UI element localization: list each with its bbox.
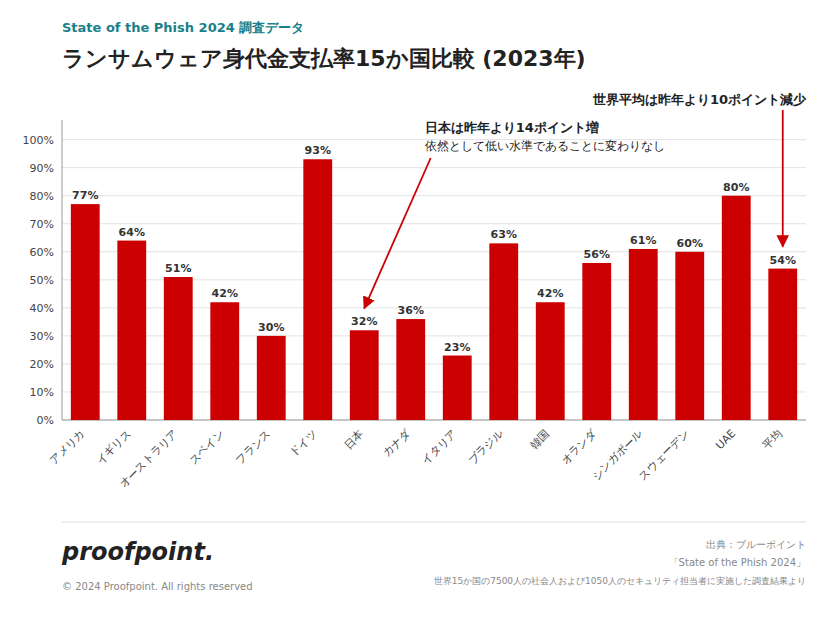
x-ticks: アメリカイギリスオーストラリアスペインフランスドイツ日本カナダイタリアブラジル韓… [47, 426, 785, 490]
data-label: 80% [723, 181, 749, 194]
bar [117, 241, 146, 420]
data-label: 54% [770, 254, 796, 267]
grid: 0% 10% 20% 30% 40% 50% 60% 70% 80% 90% 100% [23, 134, 806, 427]
footer: proofpoint. © 2024 Proofpoint. All rights… [61, 522, 806, 592]
x-tick-label: UAE [713, 427, 738, 452]
annotation-text: 世界平均は昨年より10ポイント減少 [592, 92, 807, 107]
data-label: 77% [72, 189, 98, 202]
x-tick-label: フランス [233, 427, 273, 467]
bar [536, 302, 565, 420]
title: ランサムウェア身代金支払率15か国比較 (2023年) [62, 46, 586, 71]
bar [350, 330, 379, 420]
x-tick-label: スウェーデン [636, 427, 692, 483]
data-label: 51% [165, 262, 191, 275]
data-label: 23% [444, 341, 470, 354]
grid-line [62, 167, 806, 168]
data-label: 42% [537, 287, 563, 300]
y-tick-label: 30% [30, 330, 54, 343]
bar [675, 252, 704, 420]
y-tick-label: 80% [30, 190, 54, 203]
y-tick-label: 10% [30, 386, 54, 399]
data-label: 56% [584, 248, 610, 261]
x-tick-label: イギリス [94, 427, 134, 467]
x-tick-label: オランダ [559, 426, 600, 467]
data-label: 32% [351, 315, 377, 328]
bar [582, 263, 611, 420]
bar [257, 336, 286, 420]
y-tick-label: 0% [37, 414, 54, 427]
data-labels: 77% 64% 51% 42% 30% 93% 32% 36% 23% 63% 42% 56% 61% 6… [72, 144, 796, 353]
y-tick-label: 50% [30, 274, 54, 287]
y-tick-label: 40% [30, 302, 54, 315]
y-axis-line [62, 120, 63, 420]
bar [210, 302, 239, 420]
y-tick-label: 90% [30, 162, 54, 175]
annotation-arrow [782, 110, 784, 247]
x-tick-label: イタリア [419, 427, 459, 467]
data-label: 42% [212, 287, 238, 300]
subtitle: State of the Phish 2024 調査データ [62, 20, 304, 35]
x-tick-label: アメリカ [47, 427, 87, 467]
annotation-text: 日本は昨年より14ポイント増 [425, 120, 599, 135]
source-text: 「State of the Phish 2024」 [669, 557, 806, 568]
bar [489, 243, 518, 420]
annotation-arrow [364, 158, 430, 308]
y-tick-label: 20% [30, 358, 54, 371]
annotation-text: 依然として低い水準であることに変わりなし [425, 139, 665, 153]
bar [396, 319, 425, 420]
annotations: 日本は昨年より14ポイント増依然として低い水準であることに変わりなし 世界平均は昨… [364, 92, 807, 308]
x-tick-label: カナダ [380, 426, 413, 459]
bar [768, 269, 797, 420]
data-label: 63% [491, 228, 517, 241]
grid-line [62, 223, 806, 224]
bar [629, 249, 658, 420]
x-tick-label: ブラジル [466, 427, 506, 467]
bar [71, 204, 100, 420]
x-tick-label: 韓国 [528, 427, 553, 452]
data-label: 60% [677, 237, 703, 250]
x-tick-label: オーストラリア [117, 427, 181, 491]
x-tick-label: 日本 [342, 427, 367, 452]
chart: State of the Phish 2024 調査データランサムウェア身代金支… [0, 0, 826, 620]
data-label: 64% [119, 226, 145, 239]
bar [443, 356, 472, 420]
footer-separator [62, 522, 806, 523]
grid-line [62, 195, 806, 196]
x-tick-label: 平均 [760, 427, 785, 452]
logo-text: proofpoint. [61, 538, 214, 566]
y-tick-label: 100% [23, 134, 54, 147]
bar [303, 159, 332, 420]
data-label: 93% [305, 144, 331, 157]
data-label: 36% [398, 304, 424, 317]
data-label: 30% [258, 321, 284, 334]
x-tick-label: スペイン [187, 427, 227, 467]
copyright: © 2024 Proofpoint. All rights reserved [62, 581, 253, 592]
x-tick-label: ドイツ [287, 427, 320, 460]
bar [164, 277, 193, 420]
source-text: 世界15か国の7500人の社会人および1050人のセキュリティ担当者に実施した調… [434, 576, 806, 586]
y-tick-label: 70% [30, 218, 54, 231]
data-label: 61% [630, 234, 656, 247]
bars [71, 159, 797, 420]
bar [722, 196, 751, 420]
y-tick-label: 60% [30, 246, 54, 259]
source-text: 出典：ブルーポイント [706, 539, 806, 550]
